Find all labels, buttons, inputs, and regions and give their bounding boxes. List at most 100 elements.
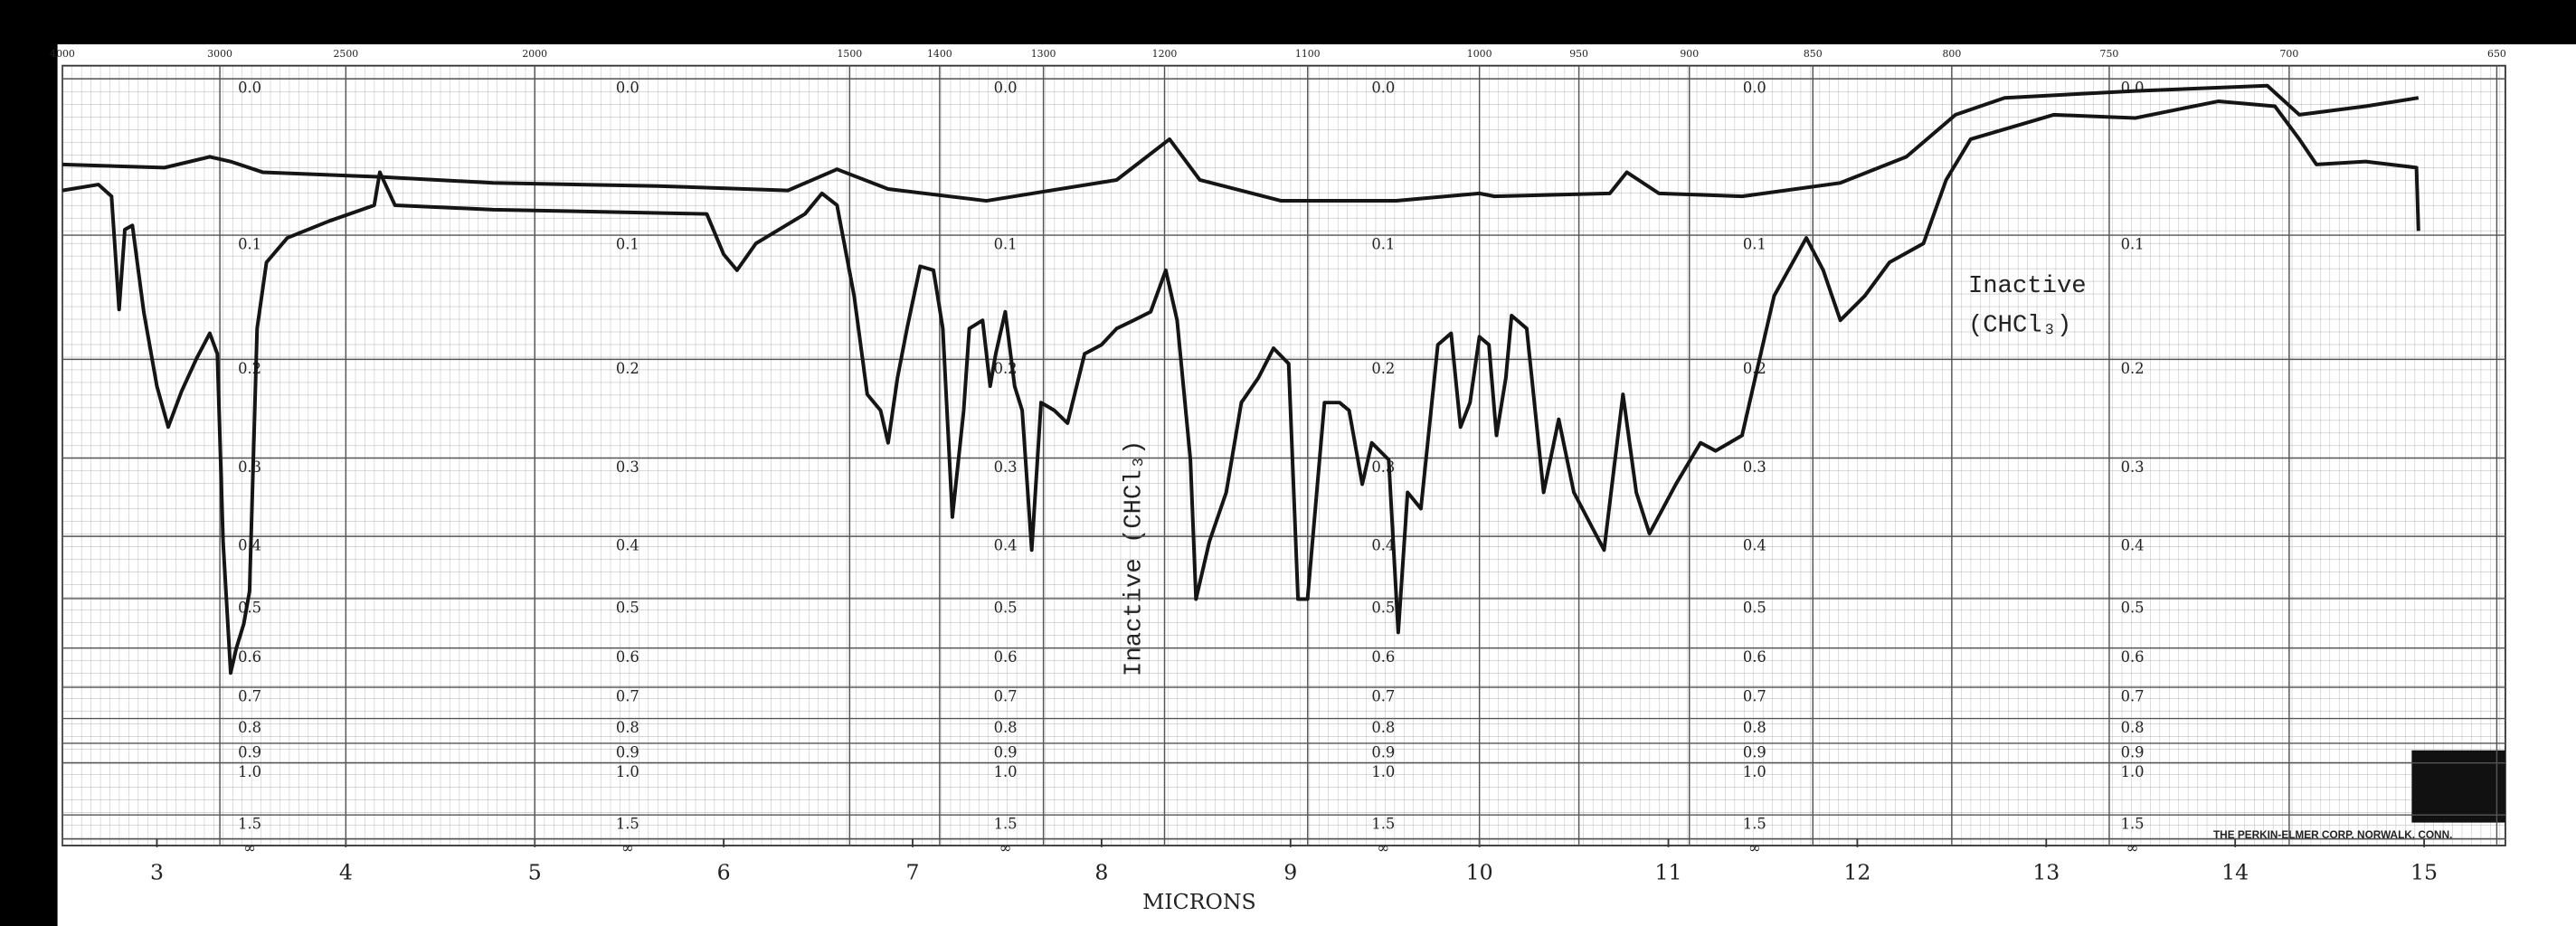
x-tick-label: 3	[150, 859, 164, 884]
y-tick-label: 0.9	[238, 743, 261, 761]
y-tick-label: 0.8	[994, 719, 1018, 736]
x2-tick-label: 650	[2487, 48, 2506, 60]
y-tick-label: ∞	[1378, 839, 1390, 856]
y-tick-label: 0.6	[2121, 648, 2145, 666]
y-tick-label: 1.5	[238, 816, 261, 833]
footer: THE PERKIN-ELMER CORP. NORWALK, CONN.	[2213, 828, 2452, 841]
y-tick-label: 1.5	[1371, 816, 1395, 833]
x-tick-label: 4	[339, 859, 353, 884]
y-tick-label: 0.0	[238, 80, 261, 97]
y-tick-label: 0.9	[2121, 743, 2145, 761]
x2-tick-label: 700	[2279, 48, 2298, 60]
x2-tick-label: 800	[1942, 48, 1961, 60]
y-tick-label: 0.6	[616, 648, 639, 666]
x2-tick-label: 2000	[522, 48, 547, 60]
y-tick-label: 0.3	[1743, 458, 1766, 476]
y-tick-label: 0.8	[1743, 719, 1766, 736]
y-tick-label: 0.3	[994, 458, 1018, 476]
marker-block	[2411, 750, 2505, 823]
y-tick-label: 0.9	[616, 743, 639, 761]
y-tick-label: 1.5	[994, 816, 1018, 833]
x-tick-label: 13	[2032, 859, 2060, 884]
x2-tick-label: 1500	[838, 48, 863, 60]
annotation: Inactive (CHCl₃)	[1120, 440, 1148, 676]
y-tick-label: 0.3	[616, 458, 639, 476]
y-tick-label: 0.2	[1743, 360, 1766, 377]
y-tick-label: 0.8	[616, 719, 639, 736]
y-tick-label: 1.5	[1743, 816, 1766, 833]
y-tick-label: 0.4	[1371, 537, 1395, 554]
spectrum-trace	[62, 83, 2420, 203]
x-tick-label: 7	[905, 859, 919, 884]
x-tick-label: 6	[717, 859, 731, 884]
y-tick-label: 0.0	[2121, 80, 2145, 97]
y-tick-label: 0.5	[994, 599, 1018, 616]
y-tick-label: 1.0	[1371, 763, 1395, 780]
y-tick-label: 1.5	[2121, 816, 2145, 833]
x2-tick-label: 2500	[334, 48, 359, 60]
y-tick-label: 1.0	[994, 763, 1018, 780]
y-tick-label: 0.5	[1743, 599, 1766, 616]
y-tick-label: 1.0	[616, 763, 639, 780]
x2-tick-label: 3000	[207, 48, 232, 60]
y-tick-label: 1.0	[2121, 763, 2145, 780]
y-tick-label: 0.8	[238, 719, 261, 736]
y-tick-label: 0.8	[1371, 719, 1395, 736]
y-tick-label: 0.5	[616, 599, 639, 616]
y-tick-label: 0.1	[1743, 235, 1766, 252]
y-tick-label: 1.0	[238, 763, 261, 780]
y-tick-label: 1.5	[616, 816, 639, 833]
y-tick-label: 0.5	[2121, 599, 2145, 616]
y-tick-label: 0.7	[1743, 687, 1766, 704]
y-tick-label: ∞	[999, 839, 1012, 856]
x2-tick-label: 1300	[1031, 48, 1056, 60]
y-tick-label: 0.7	[616, 687, 639, 704]
y-tick-label: 0.5	[238, 599, 261, 616]
y-tick-label: ∞	[243, 839, 256, 856]
y-tick-label: 0.2	[2121, 360, 2145, 377]
x-tick-label: 15	[2410, 859, 2438, 884]
y-tick-label: 0.2	[616, 360, 639, 377]
x2-tick-label: 1100	[1295, 48, 1321, 60]
y-tick-label: 0.1	[1371, 235, 1395, 252]
y-tick-label: 0.1	[238, 235, 261, 252]
y-tick-label: 0.0	[994, 80, 1018, 97]
y-tick-label: 0.4	[616, 537, 639, 554]
y-tick-label: 0.1	[616, 235, 639, 252]
x2-tick-label: 850	[1804, 48, 1823, 60]
y-tick-label: 0.3	[238, 458, 261, 476]
x2-tick-label: 1000	[1467, 48, 1492, 60]
y-tick-label: 0.6	[238, 648, 261, 666]
y-tick-label: 0.4	[2121, 537, 2145, 554]
x2-tick-label: 900	[1680, 48, 1699, 60]
x-tick-label: 9	[1283, 859, 1297, 884]
y-tick-label: 0.4	[1743, 537, 1766, 554]
x-tick-label: 8	[1094, 859, 1108, 884]
y-tick-label: 0.6	[1371, 648, 1395, 666]
y-tick-label: ∞	[621, 839, 634, 856]
y-tick-label: ∞	[2126, 839, 2139, 856]
x-tick-label: 11	[1655, 859, 1682, 884]
y-tick-label: 1.0	[1743, 763, 1766, 780]
y-tick-label: 0.8	[2121, 719, 2145, 736]
y-tick-label: 0.3	[2121, 458, 2145, 476]
x-tick-label: 12	[1843, 859, 1870, 884]
x-tick-label: 10	[1466, 859, 1493, 884]
y-tick-label: 0.0	[616, 80, 639, 97]
y-tick-label: 0.9	[994, 743, 1018, 761]
x-tick-label: 14	[2221, 859, 2249, 884]
x2-tick-label: 750	[2100, 48, 2119, 60]
y-tick-label: 0.9	[1743, 743, 1766, 761]
y-tick-label: 0.4	[994, 537, 1018, 554]
y-tick-label: 0.0	[1371, 80, 1395, 97]
y-tick-label: ∞	[1748, 839, 1761, 856]
y-tick-label: 0.9	[1371, 743, 1395, 761]
y-tick-label: 0.3	[1371, 458, 1395, 476]
x2-tick-label: 1200	[1152, 48, 1178, 60]
x2-tick-label: 950	[1569, 48, 1588, 60]
y-tick-label: 0.1	[994, 235, 1018, 252]
y-tick-label: 0.7	[238, 687, 261, 704]
annotation: (CHCl₃)	[1968, 312, 2071, 340]
x-tick-label: 5	[528, 859, 542, 884]
